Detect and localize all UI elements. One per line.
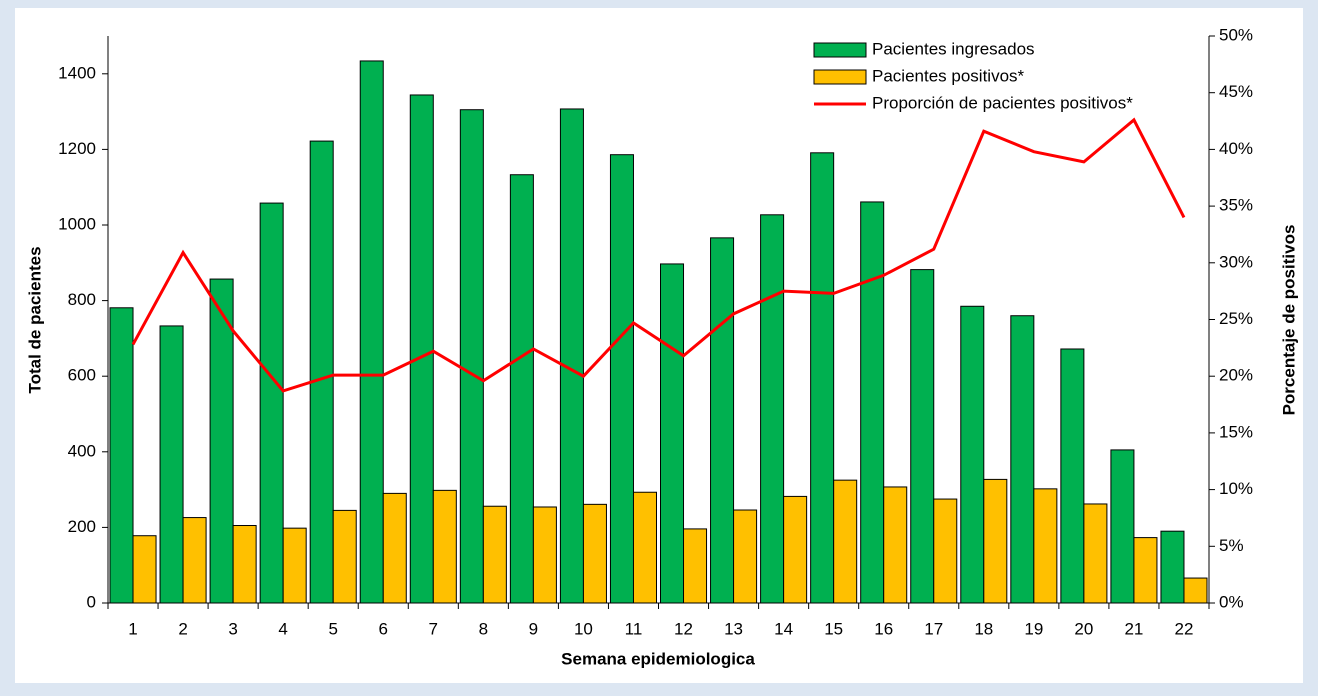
bar: [359, 60, 384, 604]
bar: [532, 506, 557, 604]
bar: [182, 517, 207, 604]
y2-tick-label: 25%: [1219, 309, 1253, 328]
x-tick-label: 18: [974, 619, 993, 638]
y-tick-label: 400: [68, 441, 96, 460]
y2-tick-label: 35%: [1219, 196, 1253, 215]
bar: [432, 489, 457, 604]
x-tick-label: 12: [674, 619, 693, 638]
x-tick-label: 2: [178, 619, 187, 638]
x-axis-title: Semana epidemiologica: [561, 649, 755, 668]
x-tick-label: 8: [479, 619, 488, 638]
bar: [683, 528, 708, 604]
x-tick-label: 3: [228, 619, 237, 638]
bar: [860, 201, 885, 604]
bar: [960, 305, 985, 604]
y-tick-label: 1000: [58, 214, 96, 233]
x-tick-label: 6: [379, 619, 388, 638]
x-tick-label: 9: [529, 619, 538, 638]
x-tick-label: 4: [278, 619, 287, 638]
y-tick-label: 0: [87, 592, 96, 611]
x-tick-label: 11: [625, 619, 643, 638]
x-tick-label: 21: [1124, 619, 1143, 638]
bar: [833, 479, 858, 604]
bar: [209, 278, 234, 604]
bar: [109, 307, 134, 604]
bar: [733, 509, 758, 604]
bar: [382, 492, 407, 604]
x-tick-label: 22: [1175, 619, 1194, 638]
bar: [1110, 449, 1135, 604]
bar: [1010, 315, 1035, 604]
bar: [1160, 530, 1185, 604]
bar: [1133, 537, 1158, 604]
y-tick-label: 800: [68, 290, 96, 309]
bar: [259, 202, 284, 604]
y2-axis-title: Porcentaje de positivos: [1279, 225, 1298, 416]
legend-swatch: [813, 69, 867, 85]
legend-label: Pacientes positivos*: [872, 66, 1025, 85]
bar: [332, 509, 357, 604]
bar: [232, 525, 257, 604]
x-tick-label: 15: [824, 619, 843, 638]
bar: [883, 486, 908, 604]
x-tick-label: 17: [924, 619, 943, 638]
y-tick-label: 1400: [58, 63, 96, 82]
x-tick-label: 7: [429, 619, 438, 638]
y2-tick-label: 50%: [1219, 25, 1253, 44]
bar: [910, 269, 935, 604]
y2-tick-label: 5%: [1219, 536, 1244, 555]
bar: [482, 505, 507, 604]
y2-tick-label: 30%: [1219, 252, 1253, 271]
y2-tick-label: 15%: [1219, 422, 1253, 441]
legend-swatch: [813, 42, 867, 58]
legend-label: Pacientes ingresados: [872, 39, 1035, 58]
bar: [783, 495, 808, 604]
bar: [632, 491, 658, 604]
bar: [609, 154, 634, 604]
bar: [1083, 503, 1108, 604]
x-tick-label: 1: [128, 619, 137, 638]
bar: [409, 94, 434, 604]
y2-tick-label: 10%: [1219, 479, 1253, 498]
bar: [582, 503, 607, 604]
x-tick-label: 10: [574, 619, 593, 638]
bar: [559, 108, 584, 604]
line: [131, 117, 1186, 393]
x-tick-label: 20: [1074, 619, 1093, 638]
y2-tick-label: 20%: [1219, 366, 1253, 385]
y2-tick-label: 0%: [1219, 592, 1244, 611]
y2-tick-label: 40%: [1219, 139, 1253, 158]
bar: [710, 237, 735, 604]
bar: [132, 535, 157, 604]
bar: [459, 109, 484, 604]
x-tick-label: 5: [328, 619, 337, 638]
bar: [1033, 488, 1058, 604]
y-axis-title: Total de pacientes: [25, 246, 44, 393]
bar: [309, 140, 334, 604]
x-tick-label: 14: [774, 619, 793, 638]
bar: [810, 152, 835, 604]
y2-tick-label: 45%: [1219, 82, 1253, 101]
bar: [509, 174, 534, 604]
bar: [933, 498, 958, 604]
bar: [760, 214, 785, 604]
bar: [1183, 577, 1208, 604]
legend-label: Proporción de pacientes positivos*: [872, 93, 1133, 112]
bar: [983, 478, 1008, 604]
bar: [1060, 348, 1085, 604]
x-tick-label: 19: [1024, 619, 1043, 638]
y-tick-label: 1200: [58, 139, 96, 158]
x-tick-label: 16: [874, 619, 893, 638]
y-tick-label: 600: [68, 366, 96, 385]
y-tick-label: 200: [68, 517, 96, 536]
bar: [159, 325, 184, 604]
bar: [660, 263, 685, 604]
x-tick-label: 13: [724, 619, 743, 638]
bar: [282, 527, 307, 604]
